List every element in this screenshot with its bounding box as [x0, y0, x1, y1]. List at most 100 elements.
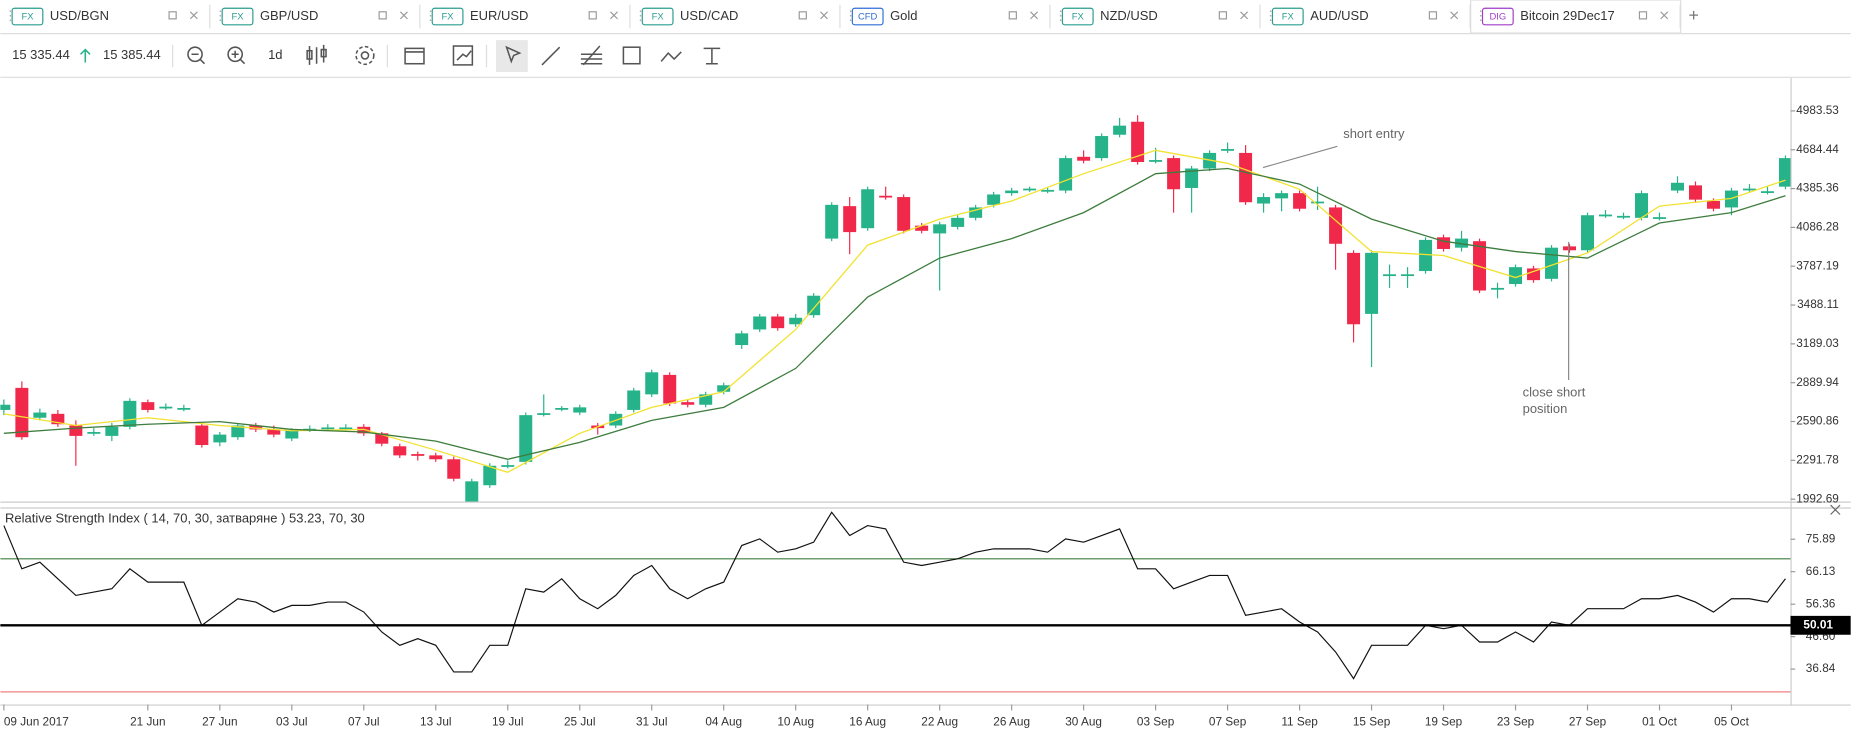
- x-tick-label: 11 Sep: [1281, 714, 1318, 728]
- candle-body: [1275, 193, 1289, 199]
- zoom-in[interactable]: [227, 46, 246, 65]
- price-plot: [0, 115, 1791, 502]
- candle-body: [15, 387, 29, 438]
- candle-body: [285, 430, 299, 439]
- x-tick-label: 13 Jul: [420, 714, 451, 728]
- candle-body: [1653, 217, 1666, 219]
- candle-body: [1563, 246, 1577, 251]
- y-tick-label: 4086.28: [1796, 220, 1839, 234]
- x-tick-label: 22 Aug: [921, 714, 958, 728]
- tab[interactable]: ⋮ FX EUR/USD: [424, 4, 631, 29]
- tab[interactable]: ⋮ FX NZD/USD: [1054, 4, 1261, 29]
- tab[interactable]: ⋮ CFD Gold: [844, 4, 1051, 29]
- candle-body: [1239, 152, 1253, 203]
- annotation: short entry: [1262, 126, 1405, 169]
- annotation-text: short entry: [1343, 126, 1405, 141]
- candle-body: [51, 413, 65, 425]
- cursor-active[interactable]: [495, 40, 528, 72]
- trend-line[interactable]: [541, 46, 561, 66]
- candle-body: [1005, 190, 1019, 194]
- tab-menu: ⋮: [214, 8, 227, 23]
- rectangle[interactable]: [622, 46, 641, 65]
- candle-body: [231, 425, 245, 438]
- indicators[interactable]: [452, 45, 474, 66]
- y-tick-label: 3488.11: [1797, 297, 1839, 311]
- tab-detach: [798, 11, 807, 20]
- candle-body: [1419, 239, 1433, 272]
- y-tick-label: 4385.36: [1796, 181, 1839, 195]
- candle-body: [1059, 158, 1073, 191]
- candle-body: [1778, 158, 1791, 187]
- candle-body: [933, 224, 947, 234]
- tab-menu: ⋮: [844, 8, 857, 23]
- toolbar: 15 335.44 15 385.44 1d: [12, 40, 721, 72]
- candle-body: [861, 189, 875, 229]
- candle-body: [1131, 121, 1145, 163]
- tab-badge: [1061, 7, 1094, 26]
- zoom-out[interactable]: [187, 46, 206, 65]
- candle-body: [1113, 125, 1127, 135]
- rsi-line: [3, 511, 1786, 680]
- candle-body: [1742, 188, 1756, 191]
- x-tick-label: 03 Sep: [1137, 714, 1175, 728]
- polyline[interactable]: [660, 51, 682, 62]
- tab-badge-text: FX: [1282, 12, 1295, 23]
- text-tool[interactable]: [703, 47, 721, 65]
- tab-menu: ⋮: [1474, 8, 1487, 23]
- add-tab[interactable]: +: [1689, 5, 1699, 25]
- candle-body: [1077, 156, 1091, 161]
- candle-body: [1437, 237, 1451, 249]
- tab-close: [1030, 11, 1039, 20]
- candle-body: [195, 425, 209, 445]
- candle-body: [645, 372, 659, 395]
- rsi-title: Relative Strength Index ( 14, 70, 30, за…: [5, 511, 365, 526]
- tab-menu: ⋮: [424, 8, 437, 23]
- tab[interactable]: ⋮ FX GBP/USD: [214, 4, 421, 29]
- interval[interactable]: 1d: [268, 47, 282, 62]
- candle-body: [447, 459, 461, 479]
- candle-body: [1347, 252, 1361, 325]
- x-tick-label: 07 Jul: [348, 714, 379, 728]
- annotation-text: close short: [1523, 384, 1586, 399]
- tab[interactable]: ⋮ FX USD/CAD: [634, 4, 841, 29]
- candle-body: [1023, 188, 1037, 191]
- tab[interactable]: ⋮ FX USD/BGN: [4, 4, 211, 29]
- tab-badge-text: CFD: [858, 12, 878, 23]
- tab-menu: ⋮: [634, 8, 647, 23]
- y-tick-label: 3189.03: [1796, 336, 1839, 350]
- candle-body: [825, 204, 839, 239]
- candle-body: [375, 433, 389, 444]
- tab-label: USD/CAD: [680, 8, 738, 23]
- marker-badge: [1790, 615, 1851, 635]
- y-tick-label: 2590.86: [1796, 414, 1839, 428]
- candle-body: [537, 413, 551, 415]
- settings[interactable]: [355, 45, 375, 66]
- x-tick-label: 30 Aug: [1065, 714, 1102, 728]
- candle-body: [411, 454, 425, 456]
- candle-body: [465, 481, 479, 502]
- annotation-text: position: [1523, 401, 1568, 416]
- candle-body: [1311, 201, 1325, 204]
- candle-body: [1167, 158, 1181, 190]
- candle-body: [123, 400, 137, 427]
- candle-body: [573, 407, 587, 413]
- tab-close: [610, 11, 618, 20]
- y-tick-label: 66.13: [1806, 564, 1836, 578]
- tab-detach: [588, 11, 597, 20]
- fibonacci[interactable]: [580, 45, 603, 66]
- tab-menu: ⋮: [1054, 8, 1067, 23]
- cursor[interactable]: [505, 45, 522, 64]
- candle-body: [1041, 189, 1055, 192]
- tab[interactable]: ⋮ DIG Bitcoin 29Dec17: [1470, 0, 1682, 34]
- chart-type[interactable]: [306, 44, 327, 65]
- x-tick-label: 16 Aug: [849, 714, 886, 728]
- candle-body: [339, 427, 353, 430]
- candle-body: [897, 197, 911, 231]
- x-tick-label: 10 Aug: [777, 714, 814, 728]
- template[interactable]: [404, 47, 425, 65]
- close-panel[interactable]: [1830, 504, 1841, 515]
- x-tick-label: 03 Jul: [276, 714, 307, 728]
- moving-average: [3, 167, 1786, 460]
- tab-badge-text: FX: [21, 12, 34, 23]
